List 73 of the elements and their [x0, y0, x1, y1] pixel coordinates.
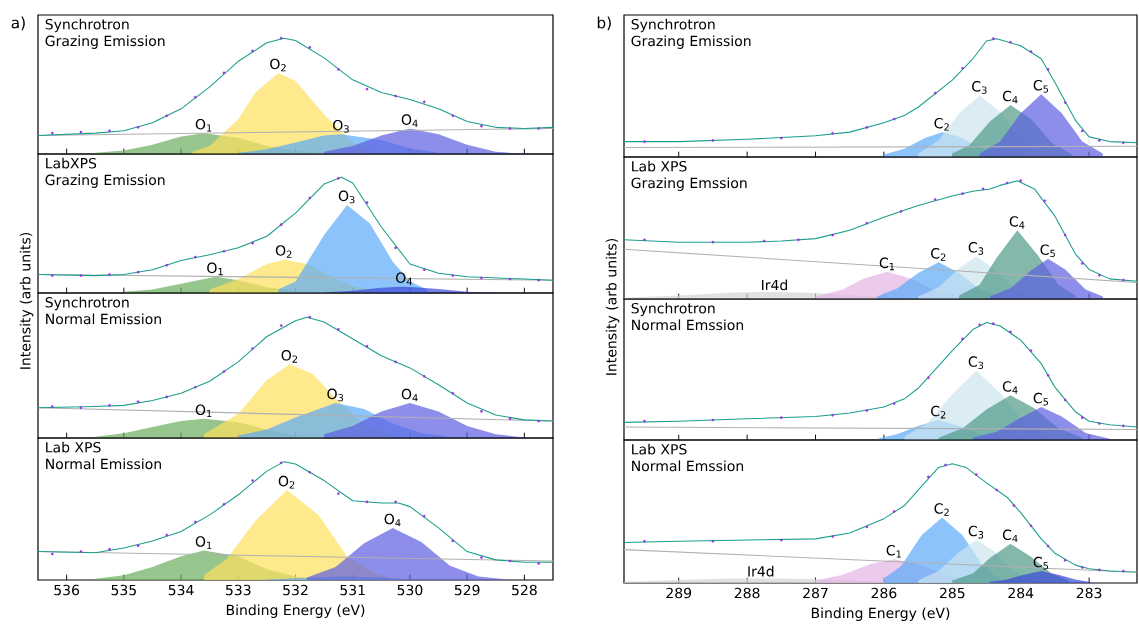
series-label: C$_{2}$	[934, 503, 949, 516]
series-label: O$_{3}$	[338, 190, 355, 204]
series-label: C$_{2}$	[931, 248, 946, 261]
series-label: O$_{1}$	[195, 536, 212, 549]
series-label: C$_{3}$	[968, 242, 984, 255]
series-label: C$_{4}$	[1002, 90, 1018, 104]
series-label: C$_{5}$	[1033, 556, 1049, 570]
series-label: Ir4d	[748, 565, 774, 577]
x-tick-label: 284	[1008, 587, 1034, 599]
series-label: O$_{2}$	[278, 475, 295, 489]
x-axis-title: Binding Energy (eV)	[226, 604, 365, 618]
text: a)	[11, 16, 25, 31]
x-tick-label: 532	[283, 584, 308, 596]
series-label: C$_{4}$	[1009, 216, 1025, 229]
chart-title: Lab XPS	[632, 443, 687, 455]
series-label: O$_{2}$	[275, 245, 292, 258]
chart-subtitle: Normal Emission	[46, 458, 161, 470]
x-tick-label: 531	[340, 584, 365, 596]
series-label: C$_{3}$	[968, 525, 984, 539]
series-label: C$_{5}$	[1033, 79, 1049, 93]
x-tick-label: 528	[512, 584, 537, 596]
chart-title: Synchrotron	[45, 296, 129, 311]
series-label: O$_{2}$	[270, 58, 286, 72]
chart-subtitle: Grazing Emission	[631, 35, 751, 49]
chart-title: Synchrotron	[631, 18, 715, 33]
y-axis-title: Intensity (arb units)	[605, 238, 620, 375]
chart-subtitle: Grazing Emission	[45, 174, 165, 188]
chart-title: LabXPS	[46, 157, 97, 169]
x-tick-label: 536	[54, 584, 80, 596]
x-tick-label: 533	[226, 584, 251, 596]
series-label: C$_{3}$	[972, 81, 987, 94]
series-label: Ir4d	[762, 279, 788, 291]
x-tick-label: 529	[454, 584, 480, 596]
series-label: O$_{2}$	[281, 350, 298, 363]
x-tick-label: 286	[871, 587, 897, 599]
series-label: O$_{1}$	[195, 404, 212, 418]
x-tick-label: 534	[168, 584, 194, 596]
series-label: C$_{4}$	[1002, 529, 1018, 543]
x-tick-label: 287	[803, 587, 828, 599]
chart-subtitle: Grazing Emission	[45, 35, 165, 49]
series-label: C$_{5}$	[1033, 392, 1049, 406]
x-axis-title: Binding Energy (eV)	[811, 607, 950, 621]
series-label: C$_{3}$	[968, 356, 984, 370]
chart-title: Synchrotron	[45, 18, 129, 33]
series-label: O$_{4}$	[401, 388, 418, 402]
chart-subtitle: Normal Emssion	[632, 460, 744, 472]
chart-subtitle: Normal Emission	[46, 313, 161, 325]
chart-title: Synchrotron	[631, 302, 715, 317]
text: b)	[597, 16, 611, 31]
series-label: O$_{4}$	[401, 114, 418, 127]
y-axis-title: Intensity (arb units)	[19, 232, 34, 369]
series-label: O$_{1}$	[207, 262, 223, 276]
series-label: O$_{1}$	[195, 118, 212, 132]
series-label: C$_{2}$	[934, 117, 949, 131]
series-label: C$_{4}$	[1002, 381, 1018, 394]
series-label: C$_{1}$	[879, 257, 895, 271]
series-label: O$_{3}$	[327, 388, 344, 402]
series-label: C$_{1}$	[886, 544, 901, 558]
series-label: C$_{2}$	[931, 405, 946, 419]
x-tick-label: 288	[734, 587, 760, 599]
x-tick-label: 285	[939, 587, 965, 599]
chart-title: Lab XPS	[46, 441, 101, 453]
series-label: O$_{3}$	[333, 119, 349, 133]
x-tick-label: 535	[111, 584, 136, 596]
series-label: O$_{4}$	[384, 513, 401, 527]
x-tick-label: 530	[397, 584, 423, 596]
x-tick-label: 283	[1076, 587, 1102, 599]
chart-subtitle: Grazing Emssion	[631, 177, 747, 191]
series-label: C$_{5}$	[1040, 244, 1055, 258]
chart-subtitle: Normal Emssion	[632, 319, 744, 331]
series-label: O$_{4}$	[396, 272, 412, 286]
chart-title: Lab XPS	[632, 160, 687, 172]
x-tick-label: 289	[666, 587, 692, 599]
